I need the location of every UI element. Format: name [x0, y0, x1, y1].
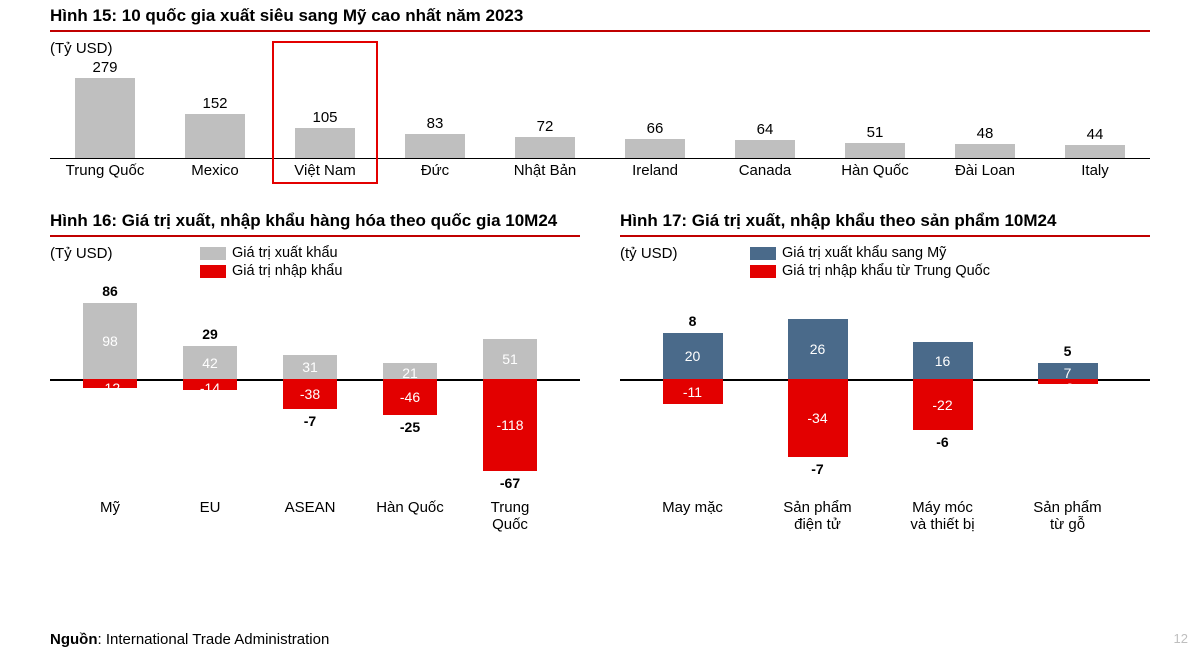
chart15-category: Đức [380, 162, 490, 179]
chart15-category: Italy [1040, 162, 1150, 179]
legend-swatch [750, 247, 776, 260]
chart15-category: Đài Loan [930, 162, 1040, 179]
negative-value: -2 [1005, 380, 1130, 396]
category-label: Trung Quốc [460, 499, 560, 533]
chart15-value: 152 [160, 95, 270, 112]
source-text: : International Trade Administration [97, 631, 329, 648]
net-value: -7 [755, 461, 880, 477]
chart16: 98-1286Mỹ42-1429EU31-38-7ASEAN21-46-25Hà… [50, 269, 580, 539]
legend-row: Giá trị xuất khẩu [200, 245, 342, 261]
source-line: Nguồn: International Trade Administratio… [50, 631, 329, 648]
category-label: Sản phẩm từ gỗ [1005, 499, 1130, 533]
negative-value: -34 [755, 410, 880, 426]
chart15-category: Canada [710, 162, 820, 179]
net-value: 8 [630, 313, 755, 329]
chart15-bar [735, 140, 795, 158]
negative-value: -46 [360, 389, 460, 405]
category-label: EU [160, 499, 260, 516]
page-number: 12 [1174, 631, 1188, 646]
positive-value: 98 [60, 333, 160, 349]
chart16-title: Hình 16: Giá trị xuất, nhập khẩu hàng hó… [50, 211, 580, 231]
chart15-bar [185, 114, 245, 158]
positive-value: 20 [630, 348, 755, 364]
chart17-panel: Hình 17: Giá trị xuất, nhập khẩu theo sả… [620, 205, 1150, 539]
net-value: -67 [460, 475, 560, 491]
negative-value: -118 [460, 417, 560, 433]
chart17: 20-118May mặc26-34-7Sản phẩm điện tử16-2… [620, 269, 1150, 539]
category-label: Hàn Quốc [360, 499, 460, 516]
chart15-value: 66 [600, 120, 710, 137]
category-label: ASEAN [260, 499, 360, 516]
chart15-category: Nhật Bản [490, 162, 600, 179]
negative-value: -12 [60, 380, 160, 396]
chart17-title: Hình 17: Giá trị xuất, nhập khẩu theo sả… [620, 211, 1150, 231]
chart15-category: Việt Nam [270, 162, 380, 179]
legend-label: Giá trị xuất khẩu [232, 245, 338, 261]
chart15-value: 48 [930, 125, 1040, 142]
chart15-rule [50, 30, 1150, 32]
net-value: 29 [160, 326, 260, 342]
chart15-value: 44 [1040, 126, 1150, 143]
chart15-bar [75, 78, 135, 158]
chart15-unit: (Tỷ USD) [50, 40, 1150, 57]
negative-value: -14 [160, 380, 260, 396]
chart16-unit: (Tỷ USD) [50, 245, 113, 262]
chart15-bar [405, 134, 465, 158]
category-label: Máy móc và thiết bị [880, 499, 1005, 533]
negative-value: -38 [260, 386, 360, 402]
chart15: 279Trung Quốc152Mexico105Việt Nam83Đức72… [50, 63, 1150, 183]
net-value: -7 [260, 413, 360, 429]
chart15-bar [955, 144, 1015, 158]
chart15-bar [295, 128, 355, 158]
positive-value: 51 [460, 351, 560, 367]
chart15-category: Ireland [600, 162, 710, 179]
net-value: -25 [360, 419, 460, 435]
chart15-category: Mexico [160, 162, 270, 179]
net-value: 86 [60, 283, 160, 299]
positive-value: 26 [755, 341, 880, 357]
chart15-value: 83 [380, 115, 490, 132]
category-label: May mặc [630, 499, 755, 516]
chart15-bar [625, 139, 685, 158]
net-value: 5 [1005, 343, 1130, 359]
chart15-value: 279 [50, 59, 160, 76]
chart15-value: 64 [710, 121, 820, 138]
net-value: -6 [880, 434, 1005, 450]
legend-label: Giá trị xuất khẩu sang Mỹ [782, 245, 946, 261]
legend-row: Giá trị xuất khẩu sang Mỹ [750, 245, 990, 261]
chart17-unit: (tỷ USD) [620, 245, 678, 262]
negative-value: -22 [880, 397, 1005, 413]
chart15-bar [1065, 145, 1125, 158]
chart15-value: 72 [490, 118, 600, 135]
positive-value: 31 [260, 359, 360, 375]
chart16-rule [50, 235, 580, 237]
chart16-panel: Hình 16: Giá trị xuất, nhập khẩu hàng hó… [50, 205, 580, 539]
chart15-value: 51 [820, 124, 930, 141]
category-label: Sản phẩm điện tử [755, 499, 880, 533]
chart15-title: Hình 15: 10 quốc gia xuất siêu sang Mỹ c… [50, 6, 1150, 26]
chart17-rule [620, 235, 1150, 237]
legend-swatch [200, 247, 226, 260]
positive-value: 16 [880, 353, 1005, 369]
chart15-bar [515, 137, 575, 158]
chart15-category: Hàn Quốc [820, 162, 930, 179]
chart15-bar [845, 143, 905, 158]
chart15-value: 105 [270, 109, 380, 126]
positive-value: 42 [160, 355, 260, 371]
category-label: Mỹ [60, 499, 160, 516]
negative-value: -11 [630, 384, 755, 400]
chart15-plot: 279Trung Quốc152Mexico105Việt Nam83Đức72… [50, 63, 1150, 159]
source-label: Nguồn [50, 631, 97, 648]
chart15-category: Trung Quốc [50, 162, 160, 179]
